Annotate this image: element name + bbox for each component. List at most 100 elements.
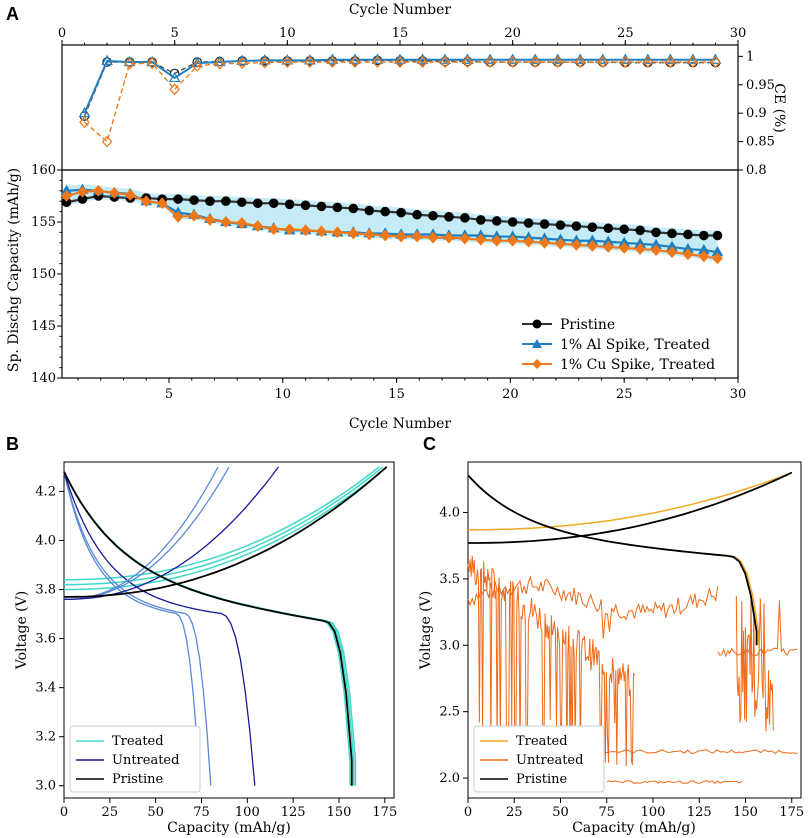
capacity-axis-label: Sp. Dischg Capacity (mAh/g) <box>6 168 22 372</box>
treated-charge-curve <box>64 466 384 586</box>
cap-point <box>634 243 646 255</box>
ce-point <box>394 56 406 68</box>
cap-point <box>712 252 723 265</box>
ce-point <box>349 56 361 68</box>
cap-point <box>316 201 327 212</box>
panel-c-ytick-label: 2.0 <box>439 771 460 786</box>
cap-point <box>618 242 630 254</box>
legend-label-cu: 1% Cu Spike, Treated <box>560 357 715 373</box>
ce-point <box>191 60 203 72</box>
cap-point <box>412 209 422 220</box>
panel-c-ytick-label: 2.5 <box>439 705 460 720</box>
cap-point <box>236 217 248 229</box>
panel-b-ytick-label: 3.8 <box>35 583 56 598</box>
ce-point <box>146 57 158 70</box>
panel-c: Capacity (mAh/g) Voltage (V) 0 25 50 75 100 1… <box>418 461 804 836</box>
cap-point <box>268 223 279 236</box>
cap-point <box>395 230 407 243</box>
cap-xtick-label: 10 <box>275 387 292 402</box>
untreated-trace-5 <box>606 780 743 784</box>
ce-ytick-label: 0.9 <box>746 106 767 121</box>
panel-c-xtick-label: 100 <box>641 805 666 820</box>
cap-point <box>507 217 518 227</box>
pristine-charge-curve <box>468 471 793 544</box>
panel-b-frame <box>63 461 395 799</box>
top-x-axis-label: Cycle Number <box>349 2 451 18</box>
panel-c-ticks: 0 25 50 75 100 125 150 175 2.0 2.5 3.0 3.5 4.0 <box>439 505 804 820</box>
cap-point <box>428 210 438 221</box>
panel-b-xtick-label: 150 <box>327 805 352 820</box>
cap-point <box>172 210 184 223</box>
ce-axis-label: CE (%) <box>771 83 787 133</box>
untreated-charge-curve <box>64 466 280 600</box>
panel-c-xtick-label: 75 <box>598 805 615 820</box>
cap-point <box>523 235 534 248</box>
cap-point <box>555 220 566 230</box>
panel-c-legend-treated: Treated <box>516 734 568 749</box>
pristine-discharge-curve <box>467 474 758 646</box>
ce-point <box>529 56 541 68</box>
untreated-discharge-curve <box>63 471 256 786</box>
ce-top-xtick-label: 20 <box>504 26 521 41</box>
cap-point <box>348 203 359 214</box>
cap-point <box>476 215 486 225</box>
panel-c-letter: C <box>423 434 436 454</box>
legend-marker-cu <box>532 359 542 369</box>
ce-point <box>507 56 518 68</box>
cap-point <box>602 241 614 253</box>
cap-point <box>363 228 375 241</box>
cap-point <box>650 244 662 256</box>
untreated-trace-3 <box>717 600 798 658</box>
cap-point <box>204 214 216 226</box>
cap-point <box>571 221 582 231</box>
cap-ytick-label: 140 <box>31 371 56 386</box>
cap-point <box>651 227 661 238</box>
panel-c-xtick-label: 175 <box>779 805 804 820</box>
ce-point <box>101 54 113 66</box>
ce-top-xtick-label: 5 <box>171 26 179 41</box>
ce-ytick-label: 0.85 <box>746 135 775 150</box>
panel-b-ytick-label: 3.6 <box>35 632 56 647</box>
cap-xtick-label: 15 <box>388 387 405 402</box>
cap-point <box>682 248 694 261</box>
panel-c-frame <box>467 461 802 799</box>
ce-ytick-label: 0.95 <box>746 78 775 93</box>
panel-b-legend: Treated Untreated Pristine <box>69 725 201 793</box>
pristine-discharge-curve <box>63 471 353 786</box>
ce-point <box>642 56 654 68</box>
cap-point <box>284 199 295 210</box>
ce-line-2 <box>84 61 716 143</box>
panel-b-xtick-label: 25 <box>102 805 119 820</box>
legend-label-al: 1% Al Spike, Treated <box>560 337 710 353</box>
ce-point <box>124 57 135 70</box>
cap-point <box>221 196 231 206</box>
ce-ytick-label: 0.8 <box>746 163 767 178</box>
cap-point <box>712 230 723 241</box>
treated-discharge-curve <box>467 474 760 646</box>
panel-b-xtick-label: 125 <box>281 805 306 820</box>
ce-point <box>620 56 631 68</box>
ce-top-xtick-label: 25 <box>617 26 634 41</box>
cap-point <box>444 212 454 222</box>
ce-top-xtick-label: 0 <box>58 26 66 41</box>
cap-point <box>491 234 503 247</box>
cap-point <box>635 225 645 236</box>
cap-point <box>332 226 343 239</box>
capacity-series <box>60 183 724 265</box>
cap-point <box>523 218 534 228</box>
panel-c-xtick-label: 0 <box>464 805 472 820</box>
ce-point <box>168 71 181 83</box>
cap-point <box>443 231 455 244</box>
panel-c-legend-untreated: Untreated <box>516 753 583 768</box>
ce-point <box>552 56 564 68</box>
cap-point <box>205 196 215 206</box>
treated-charge-curve <box>64 466 380 581</box>
cap-point <box>427 231 439 244</box>
untreated-trace-1 <box>467 575 719 639</box>
cap-point <box>539 219 550 229</box>
panel-c-xtick-label: 50 <box>552 805 569 820</box>
cap-xtick-label: 30 <box>730 387 747 402</box>
ce-point <box>169 83 180 96</box>
ce-point <box>282 56 293 68</box>
